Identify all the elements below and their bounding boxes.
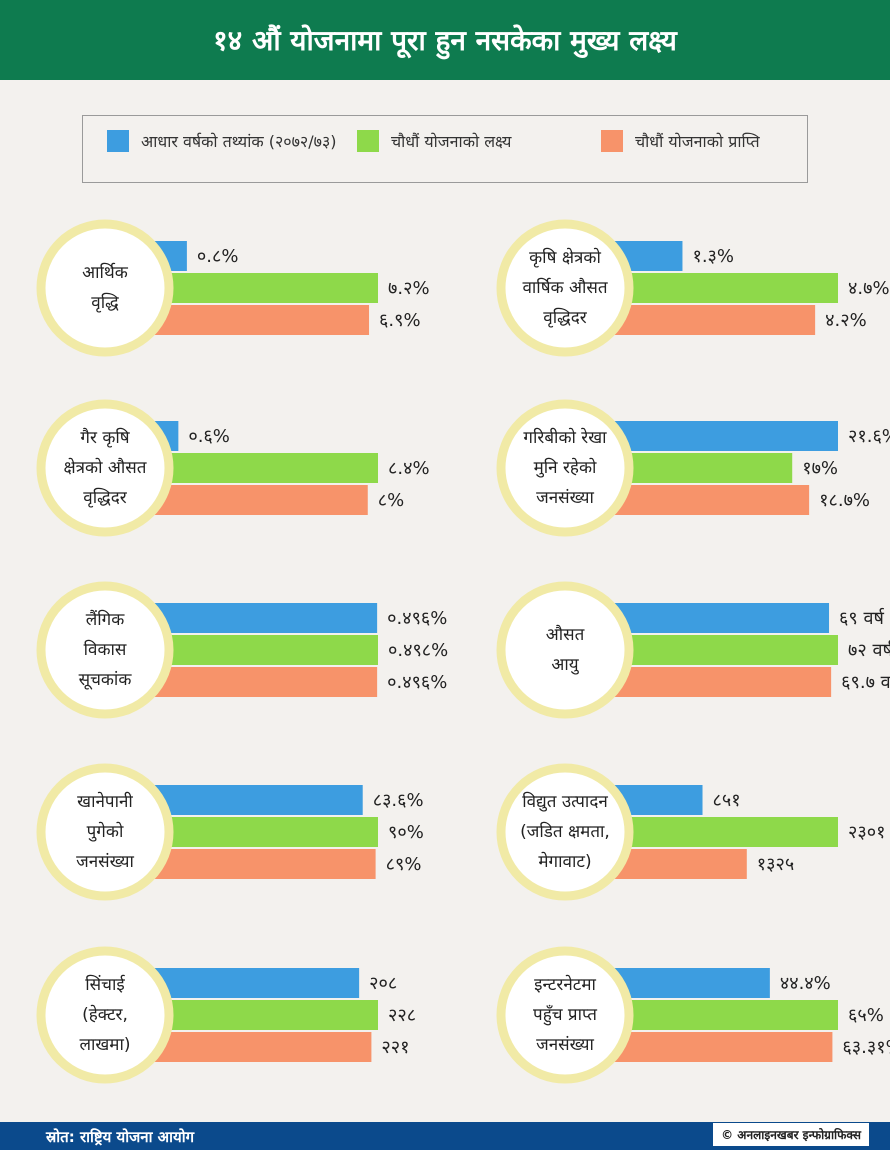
circle-label: जनसंख्या — [536, 1035, 594, 1055]
bar-group: ०.८% ७.२% ६.९% आर्थिक वृद्धि — [36, 219, 430, 357]
circle-label: औसत — [546, 624, 585, 645]
circle-label: आयु — [551, 655, 579, 675]
value-label: ६.९% — [379, 310, 421, 331]
legend-swatch — [601, 130, 623, 152]
circle-label: आर्थिक — [82, 262, 129, 283]
circle-label: विकास — [84, 639, 127, 660]
circle-label: विद्युत उत्पादन — [522, 791, 608, 812]
value-label: ७२ वर्ष — [848, 639, 890, 661]
legend-swatch — [357, 130, 379, 152]
value-label: ०.६% — [188, 426, 230, 447]
value-label: ८.४% — [388, 458, 430, 479]
label-circle — [496, 763, 634, 901]
circle-label: पहुँच प्राप्त — [533, 1004, 597, 1026]
legend-entry: चौधौं योजनाको लक्ष्य — [357, 130, 591, 152]
value-label: १८.७% — [819, 490, 870, 511]
circle-label: सिंचाई — [85, 974, 125, 995]
label-circle — [496, 399, 634, 537]
value-label: २१.६% — [848, 426, 890, 447]
value-label: ४४.४% — [780, 973, 831, 994]
value-label: १.३% — [692, 246, 734, 267]
circle-label: (जडित क्षमता, — [520, 821, 610, 842]
label-circle — [496, 946, 634, 1084]
value-label: ०.४९६% — [387, 608, 447, 629]
value-label: ८९% — [386, 854, 422, 875]
value-label: २२८ — [388, 1005, 416, 1026]
value-label: ६५% — [848, 1005, 884, 1026]
value-label: ६३.३१% — [842, 1037, 890, 1058]
value-label: ०.८% — [197, 246, 239, 267]
label-circle — [36, 581, 174, 719]
value-label: ४.७% — [848, 278, 890, 299]
legend-entry: आधार वर्षको तथ्यांक (२०७२/७३) — [107, 130, 351, 152]
bar-group: ०.६% ८.४% ८% गैर कृषि क्षेत्रको औसत वृद्धिदर — [36, 399, 430, 537]
value-label: ०.४९६% — [387, 672, 447, 693]
value-label: ८% — [378, 490, 404, 511]
bar-group: ०.४९६% ०.४९८% ०.४९६% लैंगिक विकास सूचकांक — [36, 581, 448, 719]
circle-label: इन्टरनेटमा — [534, 974, 596, 995]
bar-group: २०८ २२८ २२१ सिंचाई (हेक्टर, लाखमा) — [36, 946, 416, 1084]
header-title: १४ औं योजनामा पूरा हुन नसकेका मुख्य लक्ष… — [0, 0, 890, 80]
value-label: ०.४९८% — [388, 640, 448, 661]
circle-label: गरिबीको रेखा — [523, 427, 607, 448]
value-label: ७.२% — [388, 278, 430, 299]
legend-label: चौधौं योजनाको प्राप्ति — [635, 132, 760, 151]
circle-label: क्षेत्रको औसत — [63, 457, 146, 478]
circle-label: सूचकांक — [79, 670, 133, 690]
legend: आधार वर्षको तथ्यांक (२०७२/७३) चौधौं योजना… — [82, 115, 808, 183]
circle-label: पुगेको — [87, 821, 124, 842]
value-label: १७% — [802, 458, 838, 479]
value-label: ९०% — [388, 822, 424, 843]
bar-group: २१.६% १७% १८.७% गरिबीको रेखा मुनि रहेको जनसंख… — [496, 399, 890, 537]
circle-label: खानेपानी — [77, 791, 133, 812]
legend-entry: चौधौं योजनाको प्राप्ति — [601, 130, 825, 152]
value-label: २३०१ — [848, 822, 885, 843]
label-circle — [36, 219, 174, 357]
legend-label: चौधौं योजनाको लक्ष्य — [391, 132, 512, 151]
charts: ०.८% ७.२% ६.९% आर्थिक वृद्धि १.३% ४.७% ४.२% कृषि… — [36, 219, 890, 1084]
bar-group: ६९ वर्ष ७२ वर्ष ६९.७ वर्ष औसत आयु — [496, 581, 890, 719]
circle-label: मुनि रहेको — [534, 457, 597, 478]
circle-label: वार्षिक औसत — [522, 277, 607, 298]
circle-label: गैर कृषि — [80, 427, 130, 448]
label-circle — [36, 946, 174, 1084]
value-label: २०८ — [369, 973, 397, 994]
bar-group: ४४.४% ६५% ६३.३१% इन्टरनेटमा पहुँच प्राप्त जनस… — [496, 946, 890, 1084]
value-label: ८५१ — [713, 790, 741, 811]
circle-label: लैंगिक — [86, 609, 125, 630]
value-label: ८३.६% — [373, 790, 424, 811]
value-label: ६९ वर्ष — [839, 607, 885, 629]
legend-swatch — [107, 130, 129, 152]
source: स्रोत: राष्ट्रिय योजना आयोग — [46, 1128, 195, 1146]
label-circle — [496, 581, 634, 719]
bar-group: १.३% ४.७% ४.२% कृषि क्षेत्रको वार्षिक औसत वृद… — [496, 219, 890, 357]
bar-group: ८३.६% ९०% ८९% खानेपानी पुगेको जनसंख्या — [36, 763, 424, 901]
legend-label: आधार वर्षको तथ्यांक (२०७२/७३) — [141, 132, 337, 151]
value-label: २२१ — [381, 1037, 409, 1058]
circle-label: जनसंख्या — [536, 488, 594, 508]
value-label: १३२५ — [757, 854, 794, 875]
value-label: ६९.७ वर्ष — [841, 671, 890, 693]
circle-label: वृद्धिदर — [83, 487, 127, 508]
credit: © अनलाइनखबर इन्फोग्राफिक्स — [712, 1122, 870, 1147]
circle-label: (हेक्टर, — [82, 1004, 128, 1025]
circle-label: कृषि क्षेत्रको — [529, 247, 601, 268]
value-label: ४.२% — [825, 310, 867, 331]
circle-label: वृद्धि — [91, 292, 119, 313]
circle-label: मेगावाट) — [538, 851, 591, 872]
footer: स्रोत: राष्ट्रिय योजना आयोग © अनलाइनखबर … — [0, 1122, 890, 1150]
circle-label: लाखमा) — [79, 1035, 130, 1055]
label-circle — [36, 399, 174, 537]
circle-label: जनसंख्या — [76, 852, 134, 872]
label-circle — [496, 219, 634, 357]
label-circle — [36, 763, 174, 901]
bar-group: ८५१ २३०१ १३२५ विद्युत उत्पादन (जडित क्षमता, म… — [496, 763, 885, 901]
circle-label: वृद्धिदर — [543, 307, 587, 328]
